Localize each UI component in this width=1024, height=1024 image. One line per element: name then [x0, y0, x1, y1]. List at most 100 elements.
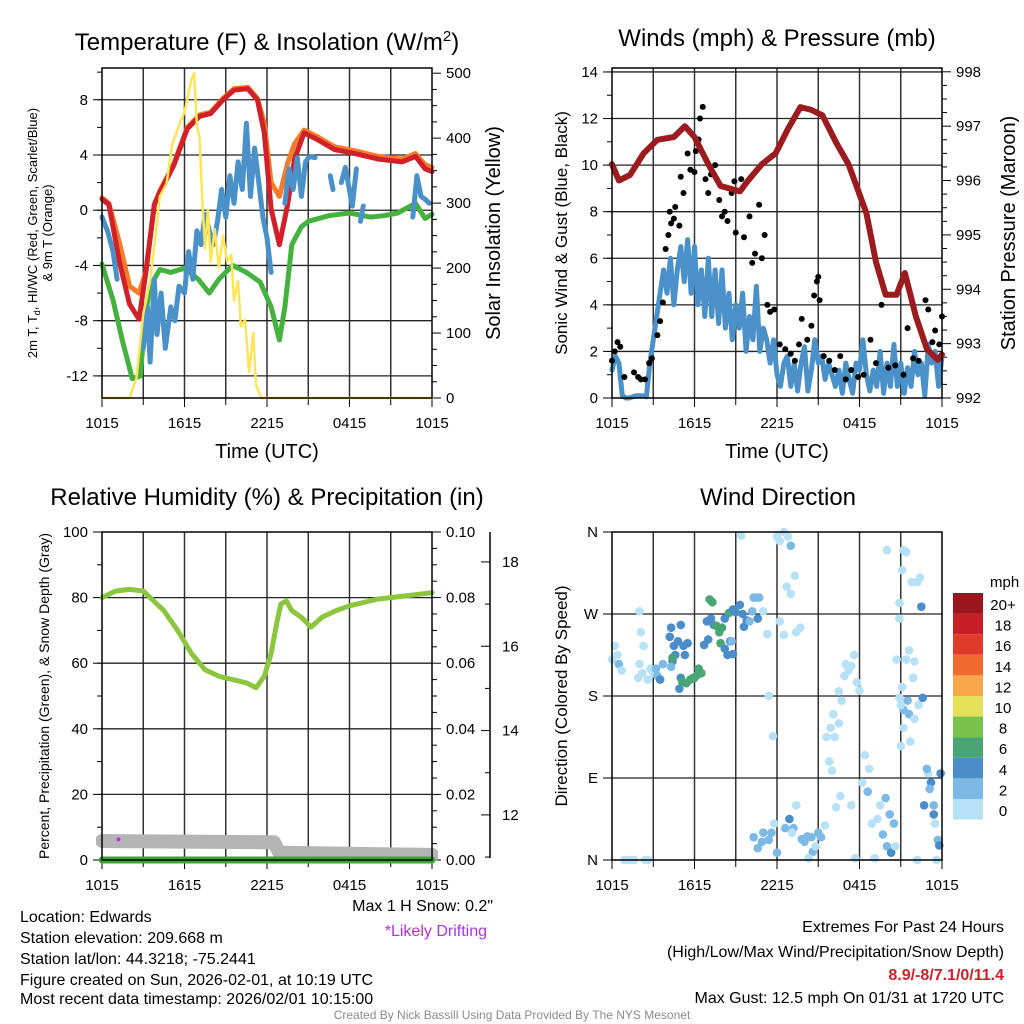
series-gust-point: [860, 371, 867, 378]
wind-direction-point: [901, 655, 911, 664]
wind-direction-point: [896, 700, 906, 710]
y-tick-label: 14: [581, 64, 598, 81]
wind-direction-point: [855, 686, 864, 695]
wind-direction-point: [904, 646, 914, 655]
series-gust-point: [659, 299, 666, 306]
series-gust-point: [756, 201, 763, 208]
wind-y-label: Sonic Wind & Gust (Blue, Black): [552, 111, 571, 355]
y-tick-label: 12: [581, 111, 598, 128]
series-likely-drifting-point: [116, 837, 121, 842]
wind-direction-point: [896, 741, 906, 751]
y2-tick-label: 100: [446, 325, 471, 342]
wind-direction-point: [822, 732, 831, 742]
wind-direction-point: [639, 641, 648, 651]
wind-direction-point: [796, 623, 805, 632]
series-gust-point: [813, 278, 820, 285]
wind-direction-point: [745, 616, 754, 626]
wind-direction-point: [895, 614, 904, 623]
series-gust-point: [677, 173, 684, 180]
y2-tick-label: 992: [956, 390, 981, 407]
legend-swatch: [953, 757, 983, 779]
series-wc-line: [327, 173, 336, 192]
legend-swatch: [953, 737, 983, 758]
wind-direction-point: [786, 589, 796, 599]
y2-tick-label: 0.04: [446, 721, 475, 738]
wind-direction-point: [824, 757, 834, 766]
series-gust-point: [732, 229, 739, 236]
wind-direction-point: [811, 842, 820, 851]
series-gust-point: [642, 376, 648, 383]
series-gust-point: [796, 341, 802, 348]
x-tick-label: 0415: [843, 415, 876, 432]
y-tick-label: N: [587, 852, 598, 869]
series-snow-depth-line: [96, 834, 438, 862]
wind-direction-point: [864, 764, 874, 774]
wind-direction-point: [906, 737, 915, 746]
extremes-values: 8.9/-8/7.1/0/11.4: [888, 967, 1004, 984]
wind-direction-point: [786, 541, 796, 550]
series-gust-point: [670, 215, 677, 222]
series-gust-point: [787, 350, 794, 357]
series-gust-point: [848, 367, 855, 374]
wind-direction-point: [769, 819, 779, 828]
y2-tick-label: 0.00: [446, 852, 475, 869]
wind-direction-point: [617, 666, 626, 675]
x-tick-label: 1015: [85, 877, 118, 894]
solar-y-label: Solar Insolation (Yellow): [483, 126, 505, 340]
wind-direction-point: [655, 675, 665, 684]
series-2m-t-line: [99, 86, 435, 322]
wind-direction-point: [658, 659, 668, 669]
legend-label: 6: [999, 741, 1007, 758]
wind-direction-point: [782, 582, 791, 591]
series-gust-point: [873, 360, 879, 367]
legend-label: 20+: [990, 597, 1016, 614]
wind-direction-point: [791, 801, 801, 810]
series-sonic-wind-line: [609, 237, 945, 401]
y-tick-label: W: [584, 606, 599, 623]
wind-direction-point: [790, 571, 800, 581]
wind-direction-point: [757, 837, 767, 847]
series-gust-point: [867, 336, 874, 343]
series-gust-point: [680, 190, 687, 197]
credit-text: Created By Nick Bassill Using Data Provi…: [334, 1008, 691, 1022]
series-gust-point: [631, 369, 637, 376]
series-gust-point: [662, 245, 669, 252]
wind-direction-point: [929, 801, 939, 810]
legend-swatch: [953, 593, 983, 614]
wind-direction-point: [834, 719, 844, 728]
series-gust-point: [925, 306, 932, 313]
wind-direction-point: [754, 593, 764, 602]
x-tick-label: 2215: [760, 877, 793, 894]
wind-direction-point: [758, 828, 768, 837]
wind-direction-point: [668, 653, 677, 663]
y2-tick-label: 0: [446, 390, 454, 407]
wind-direction-point: [835, 791, 845, 801]
series-wc-line: [338, 164, 359, 209]
series-gust-point: [808, 322, 815, 329]
series-wc-line: [282, 153, 318, 206]
series-gust-point: [878, 301, 885, 308]
wind-direction-point: [892, 655, 901, 664]
wind-direction-point: [763, 629, 772, 639]
wind-chart-title: Winds (mph) & Pressure (mb): [618, 25, 935, 52]
wind-direction-point: [870, 853, 879, 863]
y-tick-label: 6: [590, 250, 598, 267]
y-tick-label: 80: [71, 590, 88, 607]
series-gust-point: [910, 355, 917, 362]
x-tick-label: 1015: [925, 877, 958, 894]
wind-direction-point: [804, 853, 813, 863]
wind-x-label: Time (UTC): [725, 441, 829, 463]
max-snow-text: Max 1 H Snow: 0.2": [352, 898, 493, 915]
wind-direction-point: [852, 678, 862, 687]
plot-frame: [611, 67, 943, 399]
wind-direction-point: [764, 835, 774, 845]
wind-direction-point: [846, 801, 856, 810]
temp-x-label: Time (UTC): [215, 441, 319, 463]
series-gust-point: [752, 250, 758, 257]
series-gust-point: [657, 318, 664, 325]
created-text: Figure created on Sun, 2026-02-01, at 10…: [20, 972, 373, 989]
wind-direction-point: [676, 620, 686, 630]
y2-tick-label: 996: [956, 173, 981, 190]
series-gust-point: [731, 178, 738, 185]
